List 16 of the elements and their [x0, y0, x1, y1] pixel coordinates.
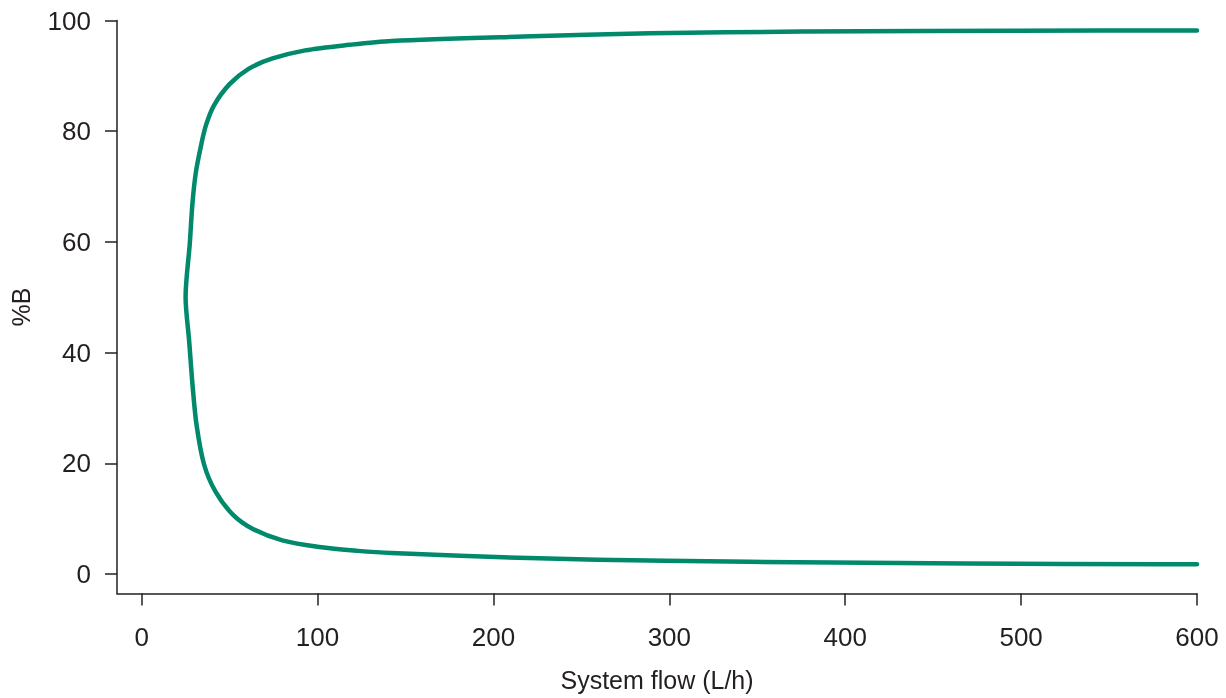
- y-tick-label: 100: [47, 5, 91, 36]
- x-tick-label: 200: [471, 621, 516, 652]
- x-tick-label: 300: [647, 621, 692, 652]
- y-tick-label: 20: [62, 448, 91, 479]
- y-axis-title: %B: [6, 287, 35, 327]
- x-axis-title: System flow (L/h): [560, 666, 754, 694]
- x-tick-label: 600: [1175, 621, 1219, 652]
- line-series: [183, 28, 1200, 567]
- x-tick-label: 400: [823, 621, 867, 652]
- y-tick-label: 0: [76, 559, 91, 590]
- y-tick-label: 40: [62, 337, 91, 368]
- x-tick-label: 0: [134, 621, 149, 652]
- y-tick-label: 80: [62, 116, 91, 147]
- x-tick-label: 500: [999, 621, 1043, 652]
- y-tick-label: 60: [62, 226, 91, 257]
- x-tick-label: 100: [295, 621, 340, 652]
